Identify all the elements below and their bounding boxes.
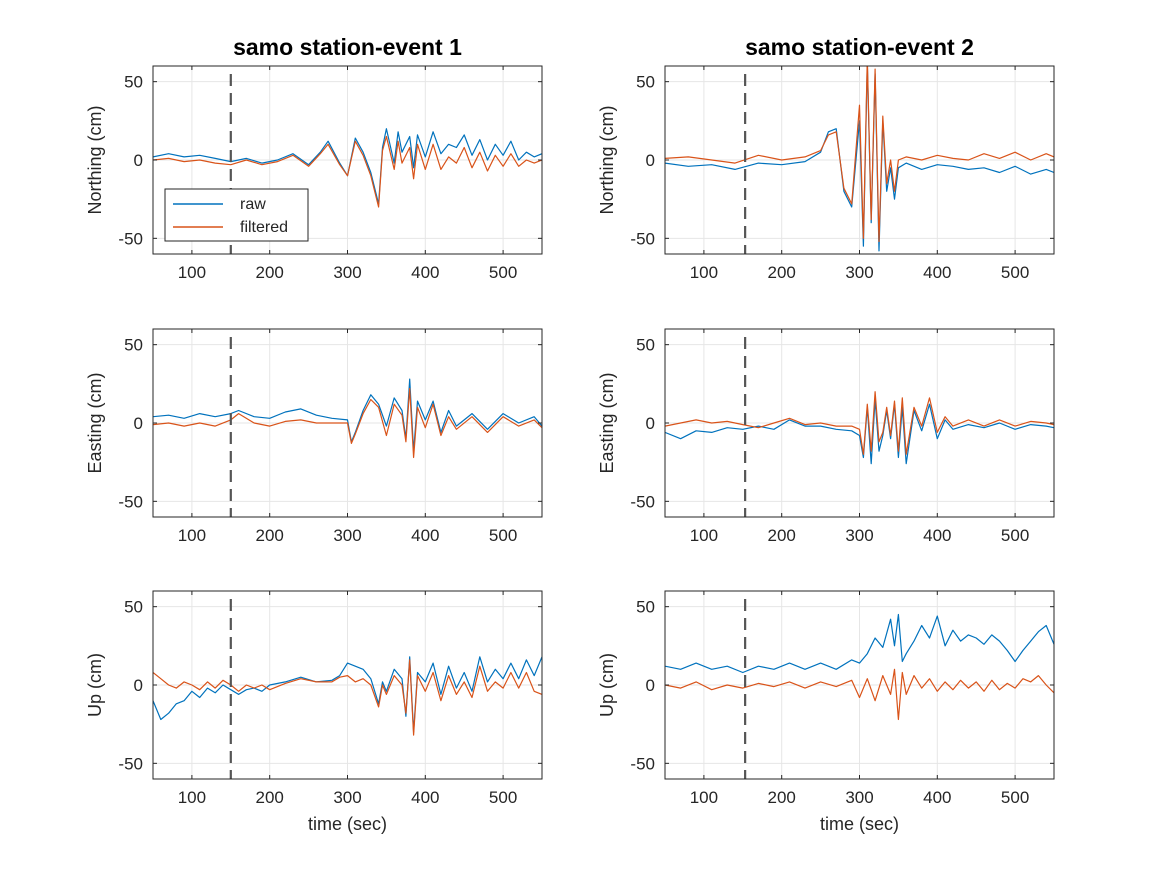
series-line-filtered bbox=[153, 659, 542, 736]
x-tick-label: 500 bbox=[1001, 788, 1029, 807]
x-tick-label: 200 bbox=[768, 263, 796, 282]
x-tick-label: 200 bbox=[256, 526, 284, 545]
x-tick-label: 500 bbox=[489, 788, 517, 807]
y-tick-label: -50 bbox=[630, 754, 655, 773]
subplot-1-1: 100 200 300 400 500 -50 0 50 Northing (cm) samo s… bbox=[85, 34, 543, 282]
y-tick-label: 0 bbox=[134, 151, 143, 170]
legend-label-raw: raw bbox=[240, 196, 266, 213]
series-line-raw bbox=[153, 128, 542, 205]
x-tick-label: 100 bbox=[690, 788, 718, 807]
y-tick-label: 50 bbox=[636, 336, 655, 355]
series-line-raw bbox=[665, 613, 1054, 674]
x-tick-label: 200 bbox=[256, 263, 284, 282]
x-tick-label: 300 bbox=[333, 788, 361, 807]
y-axis-label: Northing (cm) bbox=[597, 105, 617, 214]
subplot-2-2: 100 200 300 400 500 -50 0 50 Easting (cm) bbox=[597, 328, 1055, 545]
x-tick-label: 100 bbox=[178, 526, 206, 545]
subplot-3-2: 100 200 300 400 500 -50 0 50 Up (cm) time (sec) bbox=[597, 590, 1055, 834]
subplot-3-1: 100 200 300 400 500 -50 0 50 Up (cm) time (sec) bbox=[85, 590, 543, 834]
y-tick-label: 50 bbox=[124, 73, 143, 92]
x-tick-label: 300 bbox=[845, 526, 873, 545]
y-tick-label: 0 bbox=[646, 151, 655, 170]
series-line-filtered bbox=[665, 391, 1054, 455]
y-axis-label: Up (cm) bbox=[85, 653, 105, 717]
x-tick-label: 200 bbox=[768, 526, 796, 545]
legend-box bbox=[164, 188, 309, 242]
y-axis-label: Easting (cm) bbox=[597, 372, 617, 473]
x-tick-label: 100 bbox=[178, 788, 206, 807]
y-tick-label: 50 bbox=[636, 598, 655, 617]
x-tick-label: 100 bbox=[178, 263, 206, 282]
y-tick-label: 0 bbox=[646, 414, 655, 433]
x-tick-label: 400 bbox=[411, 788, 439, 807]
series-line-filtered bbox=[153, 387, 542, 459]
x-tick-label: 500 bbox=[489, 263, 517, 282]
legend-label-filtered: filtered bbox=[240, 219, 288, 236]
x-tick-label: 200 bbox=[768, 788, 796, 807]
x-tick-label: 400 bbox=[923, 788, 951, 807]
x-axis-label: time (sec) bbox=[820, 814, 899, 834]
subplot-title: samo station-event 2 bbox=[745, 34, 974, 60]
subplot-1-2: 100 200 300 400 500 -50 0 50 Northing (cm) samo s… bbox=[597, 34, 1055, 282]
x-tick-label: 400 bbox=[411, 263, 439, 282]
series-line-filtered bbox=[153, 135, 542, 208]
x-tick-label: 400 bbox=[923, 526, 951, 545]
y-tick-label: 0 bbox=[134, 414, 143, 433]
y-tick-label: 50 bbox=[124, 598, 143, 617]
x-tick-label: 100 bbox=[690, 526, 718, 545]
y-axis-label: Northing (cm) bbox=[85, 105, 105, 214]
legend: raw filtered bbox=[164, 188, 309, 242]
x-tick-label: 300 bbox=[845, 263, 873, 282]
y-tick-label: -50 bbox=[118, 492, 143, 511]
y-tick-label: 50 bbox=[124, 336, 143, 355]
x-tick-label: 400 bbox=[411, 526, 439, 545]
y-tick-label: -50 bbox=[630, 492, 655, 511]
y-tick-label: 0 bbox=[134, 676, 143, 695]
x-tick-label: 100 bbox=[690, 263, 718, 282]
y-tick-label: 0 bbox=[646, 676, 655, 695]
x-tick-label: 500 bbox=[489, 526, 517, 545]
subplot-2-1: 100 200 300 400 500 -50 0 50 Easting (cm) bbox=[85, 328, 543, 545]
series-line-filtered bbox=[665, 66, 1054, 243]
series-line-raw bbox=[665, 398, 1054, 465]
series-line-filtered bbox=[665, 668, 1054, 721]
series-line-raw bbox=[153, 378, 542, 452]
y-axis-label: Easting (cm) bbox=[85, 372, 105, 473]
x-tick-label: 300 bbox=[845, 788, 873, 807]
x-axis-label: time (sec) bbox=[308, 814, 387, 834]
x-tick-label: 200 bbox=[256, 788, 284, 807]
subplot-title: samo station-event 1 bbox=[233, 34, 462, 60]
y-axis-label: Up (cm) bbox=[597, 653, 617, 717]
series-line-raw bbox=[153, 656, 542, 733]
x-tick-label: 500 bbox=[1001, 526, 1029, 545]
x-tick-label: 500 bbox=[1001, 263, 1029, 282]
y-tick-label: 50 bbox=[636, 73, 655, 92]
y-tick-label: -50 bbox=[630, 229, 655, 248]
y-tick-label: -50 bbox=[118, 229, 143, 248]
x-tick-label: 300 bbox=[333, 526, 361, 545]
x-tick-label: 400 bbox=[923, 263, 951, 282]
y-tick-label: -50 bbox=[118, 754, 143, 773]
x-tick-label: 300 bbox=[333, 263, 361, 282]
